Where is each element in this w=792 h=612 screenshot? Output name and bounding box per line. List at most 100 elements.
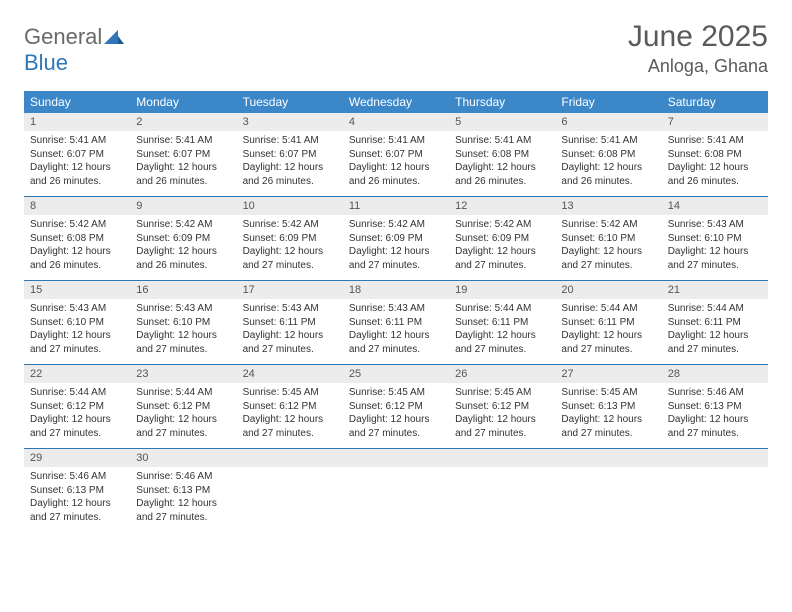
- day-cell: 4Sunrise: 5:41 AMSunset: 6:07 PMDaylight…: [343, 113, 449, 196]
- day-number: 11: [343, 197, 449, 215]
- day-cell: 28Sunrise: 5:46 AMSunset: 6:13 PMDayligh…: [662, 365, 768, 448]
- day-body: Sunrise: 5:44 AMSunset: 6:12 PMDaylight:…: [24, 383, 130, 448]
- day-number-empty: [555, 449, 661, 467]
- sunrise-line: Sunrise: 5:42 AM: [136, 218, 230, 232]
- sunset-line: Sunset: 6:09 PM: [455, 232, 549, 246]
- day-cell: 16Sunrise: 5:43 AMSunset: 6:10 PMDayligh…: [130, 281, 236, 364]
- day-number: 1: [24, 113, 130, 131]
- day-body: Sunrise: 5:42 AMSunset: 6:09 PMDaylight:…: [130, 215, 236, 280]
- day-cell-empty: [449, 449, 555, 532]
- sunset-line: Sunset: 6:12 PM: [30, 400, 124, 414]
- day-body: Sunrise: 5:43 AMSunset: 6:11 PMDaylight:…: [343, 299, 449, 364]
- day-cell: 25Sunrise: 5:45 AMSunset: 6:12 PMDayligh…: [343, 365, 449, 448]
- logo: General Blue: [24, 20, 124, 74]
- daylight-line: Daylight: 12 hours and 27 minutes.: [349, 329, 443, 356]
- sunrise-line: Sunrise: 5:44 AM: [455, 302, 549, 316]
- week-row: 29Sunrise: 5:46 AMSunset: 6:13 PMDayligh…: [24, 449, 768, 532]
- sunrise-line: Sunrise: 5:41 AM: [30, 134, 124, 148]
- sunset-line: Sunset: 6:12 PM: [349, 400, 443, 414]
- location: Anloga, Ghana: [628, 56, 768, 77]
- day-body: Sunrise: 5:45 AMSunset: 6:12 PMDaylight:…: [343, 383, 449, 448]
- day-cell: 3Sunrise: 5:41 AMSunset: 6:07 PMDaylight…: [237, 113, 343, 196]
- day-body-empty: [555, 467, 661, 527]
- day-number: 10: [237, 197, 343, 215]
- daylight-line: Daylight: 12 hours and 27 minutes.: [561, 413, 655, 440]
- day-number: 3: [237, 113, 343, 131]
- sunrise-line: Sunrise: 5:41 AM: [243, 134, 337, 148]
- weekday-header: Thursday: [449, 91, 555, 113]
- daylight-line: Daylight: 12 hours and 27 minutes.: [668, 413, 762, 440]
- daylight-line: Daylight: 12 hours and 27 minutes.: [136, 497, 230, 524]
- day-body: Sunrise: 5:41 AMSunset: 6:07 PMDaylight:…: [24, 131, 130, 196]
- daylight-line: Daylight: 12 hours and 26 minutes.: [136, 245, 230, 272]
- daylight-line: Daylight: 12 hours and 27 minutes.: [668, 245, 762, 272]
- day-body: Sunrise: 5:42 AMSunset: 6:09 PMDaylight:…: [343, 215, 449, 280]
- sunset-line: Sunset: 6:13 PM: [561, 400, 655, 414]
- sunset-line: Sunset: 6:09 PM: [243, 232, 337, 246]
- day-number: 4: [343, 113, 449, 131]
- day-cell: 29Sunrise: 5:46 AMSunset: 6:13 PMDayligh…: [24, 449, 130, 532]
- sunset-line: Sunset: 6:07 PM: [136, 148, 230, 162]
- day-cell: 1Sunrise: 5:41 AMSunset: 6:07 PMDaylight…: [24, 113, 130, 196]
- day-number-empty: [662, 449, 768, 467]
- logo-word-2: Blue: [24, 50, 68, 75]
- sunset-line: Sunset: 6:11 PM: [561, 316, 655, 330]
- day-body: Sunrise: 5:43 AMSunset: 6:11 PMDaylight:…: [237, 299, 343, 364]
- daylight-line: Daylight: 12 hours and 26 minutes.: [668, 161, 762, 188]
- day-cell: 11Sunrise: 5:42 AMSunset: 6:09 PMDayligh…: [343, 197, 449, 280]
- sunrise-line: Sunrise: 5:42 AM: [243, 218, 337, 232]
- month-title: June 2025: [628, 20, 768, 54]
- day-cell: 6Sunrise: 5:41 AMSunset: 6:08 PMDaylight…: [555, 113, 661, 196]
- day-cell: 24Sunrise: 5:45 AMSunset: 6:12 PMDayligh…: [237, 365, 343, 448]
- day-number-empty: [449, 449, 555, 467]
- day-body: Sunrise: 5:41 AMSunset: 6:08 PMDaylight:…: [555, 131, 661, 196]
- sunrise-line: Sunrise: 5:43 AM: [136, 302, 230, 316]
- day-cell: 26Sunrise: 5:45 AMSunset: 6:12 PMDayligh…: [449, 365, 555, 448]
- sunrise-line: Sunrise: 5:46 AM: [30, 470, 124, 484]
- sunset-line: Sunset: 6:11 PM: [243, 316, 337, 330]
- day-body: Sunrise: 5:44 AMSunset: 6:11 PMDaylight:…: [555, 299, 661, 364]
- day-number: 29: [24, 449, 130, 467]
- sunrise-line: Sunrise: 5:43 AM: [668, 218, 762, 232]
- day-number: 20: [555, 281, 661, 299]
- day-number: 17: [237, 281, 343, 299]
- sunrise-line: Sunrise: 5:44 AM: [668, 302, 762, 316]
- day-body: Sunrise: 5:41 AMSunset: 6:07 PMDaylight:…: [237, 131, 343, 196]
- logo-word-1: General: [24, 24, 102, 49]
- logo-text: General Blue: [24, 26, 124, 74]
- day-number: 24: [237, 365, 343, 383]
- weekday-header: Monday: [130, 91, 236, 113]
- weekday-header: Friday: [555, 91, 661, 113]
- sunrise-line: Sunrise: 5:41 AM: [561, 134, 655, 148]
- day-body: Sunrise: 5:45 AMSunset: 6:12 PMDaylight:…: [449, 383, 555, 448]
- day-body: Sunrise: 5:41 AMSunset: 6:08 PMDaylight:…: [662, 131, 768, 196]
- day-number: 6: [555, 113, 661, 131]
- day-body: Sunrise: 5:44 AMSunset: 6:11 PMDaylight:…: [449, 299, 555, 364]
- day-cell: 22Sunrise: 5:44 AMSunset: 6:12 PMDayligh…: [24, 365, 130, 448]
- week-row: 15Sunrise: 5:43 AMSunset: 6:10 PMDayligh…: [24, 281, 768, 365]
- sunset-line: Sunset: 6:07 PM: [30, 148, 124, 162]
- day-number: 13: [555, 197, 661, 215]
- weekday-header-row: Sunday Monday Tuesday Wednesday Thursday…: [24, 91, 768, 113]
- sunrise-line: Sunrise: 5:41 AM: [349, 134, 443, 148]
- day-body: Sunrise: 5:41 AMSunset: 6:07 PMDaylight:…: [343, 131, 449, 196]
- weekday-header: Tuesday: [237, 91, 343, 113]
- day-number: 5: [449, 113, 555, 131]
- daylight-line: Daylight: 12 hours and 27 minutes.: [136, 329, 230, 356]
- day-cell: 5Sunrise: 5:41 AMSunset: 6:08 PMDaylight…: [449, 113, 555, 196]
- logo-sail-icon: [104, 26, 124, 42]
- day-body: Sunrise: 5:42 AMSunset: 6:08 PMDaylight:…: [24, 215, 130, 280]
- sunrise-line: Sunrise: 5:45 AM: [455, 386, 549, 400]
- weekday-header: Sunday: [24, 91, 130, 113]
- daylight-line: Daylight: 12 hours and 27 minutes.: [561, 329, 655, 356]
- day-number: 19: [449, 281, 555, 299]
- day-number: 9: [130, 197, 236, 215]
- week-row: 8Sunrise: 5:42 AMSunset: 6:08 PMDaylight…: [24, 197, 768, 281]
- daylight-line: Daylight: 12 hours and 27 minutes.: [455, 245, 549, 272]
- weekday-header: Saturday: [662, 91, 768, 113]
- day-cell: 30Sunrise: 5:46 AMSunset: 6:13 PMDayligh…: [130, 449, 236, 532]
- day-cell-empty: [555, 449, 661, 532]
- day-number: 22: [24, 365, 130, 383]
- day-body: Sunrise: 5:44 AMSunset: 6:11 PMDaylight:…: [662, 299, 768, 364]
- day-number: 21: [662, 281, 768, 299]
